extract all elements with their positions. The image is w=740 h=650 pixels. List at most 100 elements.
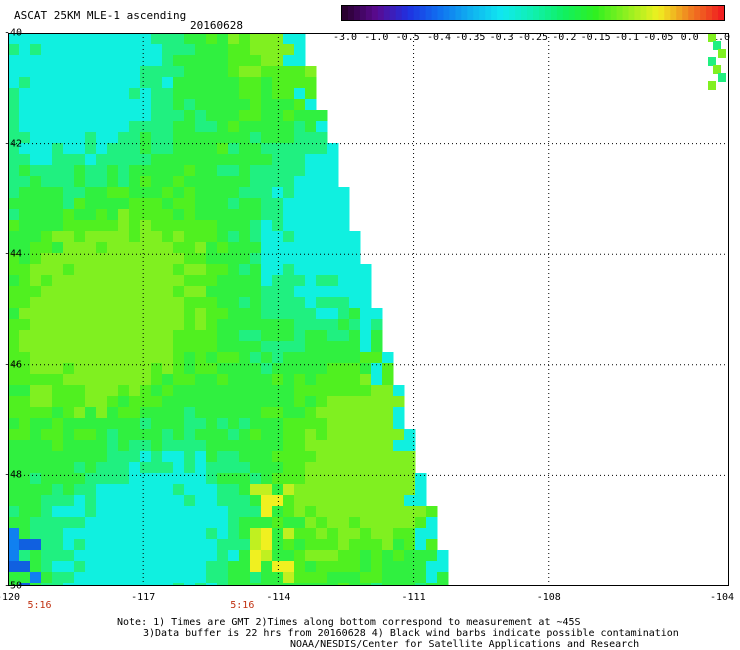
swath-cell	[162, 308, 174, 320]
swath-cell	[41, 495, 53, 507]
swath-cell	[173, 561, 185, 573]
swath-cell	[206, 231, 218, 243]
swath-cell	[327, 341, 339, 353]
swath-cell	[272, 440, 284, 452]
swath-cell	[228, 451, 240, 463]
swath-cell	[206, 143, 218, 155]
swath-cell	[316, 209, 328, 221]
swath-cell	[382, 517, 394, 529]
colorbar-swatch	[413, 6, 421, 20]
swath-cell	[349, 374, 361, 386]
swath-cell	[206, 77, 218, 89]
colorbar-swatch	[634, 6, 642, 20]
swath-cell	[206, 440, 218, 452]
swath-cell	[74, 242, 86, 254]
swath-cell	[184, 572, 196, 584]
swath-cell	[217, 308, 229, 320]
swath-cell	[294, 121, 306, 133]
swath-cell	[19, 451, 31, 463]
swath-cell	[74, 539, 86, 551]
swath-cell	[327, 275, 339, 287]
swath-cell	[118, 110, 130, 122]
swath-cell	[129, 253, 141, 265]
swath-cell	[140, 275, 152, 287]
swath-cell	[85, 561, 97, 573]
swath-cell	[283, 572, 295, 584]
swath-cell	[195, 176, 207, 188]
swath-cell	[85, 374, 97, 386]
swath-cell	[63, 77, 75, 89]
swath-cell	[371, 308, 383, 320]
swath-cell	[118, 385, 130, 397]
swath-cell	[129, 429, 141, 441]
swath-cell	[96, 319, 108, 331]
swath-cell	[19, 110, 31, 122]
swath-cell	[338, 264, 350, 276]
swath-cell	[162, 517, 174, 529]
swath-cell	[382, 374, 394, 386]
colorbar-swatch	[395, 6, 403, 20]
colorbar-swatch	[491, 6, 498, 20]
swath-cell	[371, 572, 383, 584]
swath-cell	[19, 528, 31, 540]
swath-cell	[228, 253, 240, 265]
swath-cell	[8, 429, 20, 441]
swath-cell	[41, 572, 53, 584]
swath-cell	[184, 319, 196, 331]
swath-cell	[195, 99, 207, 111]
swath-cell	[74, 341, 86, 353]
swath-cell	[250, 561, 262, 573]
swath-cell	[206, 341, 218, 353]
colorbar-swatch	[377, 6, 385, 20]
swath-cell	[316, 396, 328, 408]
swath-cell	[19, 462, 31, 474]
swath-cell	[19, 187, 31, 199]
swath-cell	[261, 330, 273, 342]
swath-cell	[129, 165, 141, 177]
swath-cell	[206, 506, 218, 518]
swath-cell	[118, 341, 130, 353]
swath-cell	[327, 264, 339, 276]
swath-cell	[261, 352, 273, 364]
swath-cell	[404, 429, 416, 441]
swath-cell	[228, 308, 240, 320]
colorbar-swatch	[670, 6, 677, 20]
swath-cell	[217, 572, 229, 584]
swath-cell	[41, 154, 53, 166]
swath-cell	[239, 99, 251, 111]
swath-cell	[151, 495, 163, 507]
swath-cell	[349, 528, 361, 540]
swath-cell	[239, 517, 251, 529]
swath-cell	[41, 198, 53, 210]
swath-cell	[283, 88, 295, 100]
swath-cell	[195, 253, 207, 265]
swath-cell	[52, 264, 64, 276]
swath-cell	[327, 484, 339, 496]
swath-cell	[162, 363, 174, 375]
swath-cell	[250, 495, 262, 507]
swath-cell	[217, 550, 229, 562]
swath-cell	[151, 66, 163, 78]
swath-cell	[283, 110, 295, 122]
swath-cell	[206, 132, 218, 144]
swath-cell	[250, 187, 262, 199]
swath-cell	[118, 264, 130, 276]
swath-cell	[140, 55, 152, 67]
swath-cell	[272, 165, 284, 177]
swath-cell	[195, 286, 207, 298]
swath-cell	[338, 506, 350, 518]
swath-cell	[239, 572, 251, 584]
swath-cell	[382, 572, 394, 584]
swath-cell	[129, 572, 141, 584]
swath-cell	[217, 363, 229, 375]
swath-cell	[74, 154, 86, 166]
swath-cell	[239, 110, 251, 122]
swath-cell	[19, 176, 31, 188]
swath-cell	[206, 297, 218, 309]
swath-cell	[206, 528, 218, 540]
swath-cell	[250, 275, 262, 287]
swath-cell	[206, 550, 218, 562]
swath-cell	[173, 484, 185, 496]
swath-cell	[173, 264, 185, 276]
swath-cell	[294, 385, 306, 397]
